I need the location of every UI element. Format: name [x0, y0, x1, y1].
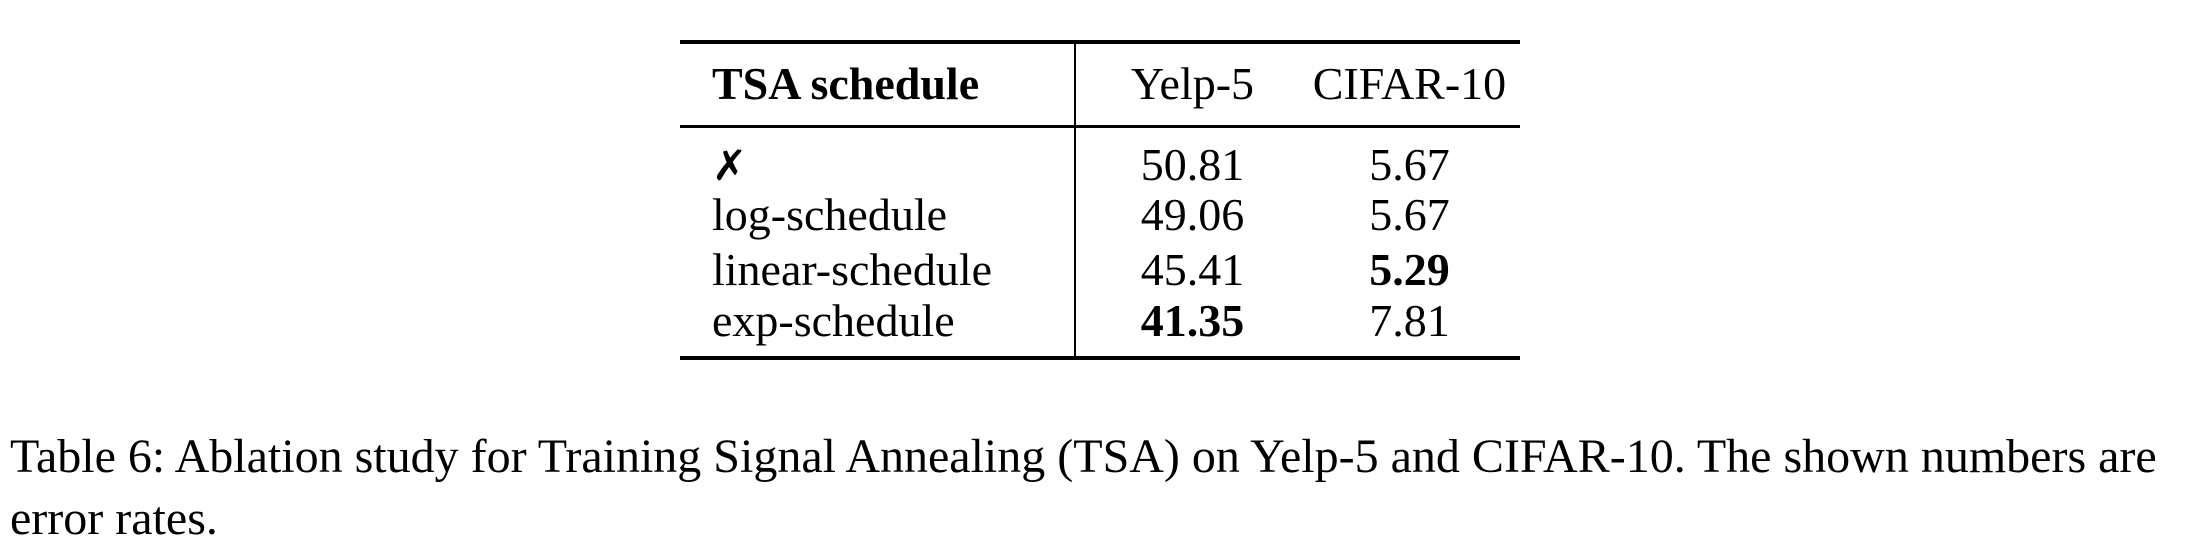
- cross-mark-icon: ✗: [712, 140, 748, 190]
- caption-label: Table 6:: [10, 430, 166, 483]
- table-header-row: TSA schedule Yelp-5 CIFAR-10: [680, 42, 1520, 126]
- cell-cifar10: 7.81: [1369, 294, 1450, 346]
- results-table-container: TSA schedule Yelp-5 CIFAR-10 ✗ 50.81 5.6…: [680, 40, 1520, 360]
- row-label-linear-schedule: linear-schedule: [680, 242, 1076, 298]
- cell-yelp5: 49.06: [1140, 189, 1245, 240]
- cell-yelp5: 50.81: [1140, 138, 1245, 190]
- row-label-log-schedule: log-schedule: [680, 187, 1076, 243]
- ablation-results-table: TSA schedule Yelp-5 CIFAR-10 ✗ 50.81 5.6…: [680, 40, 1520, 360]
- cell-yelp5: 45.41: [1140, 244, 1245, 295]
- cell-cifar10: 5.67: [1369, 189, 1450, 240]
- table-row: ✗ 50.81 5.67: [680, 126, 1520, 188]
- cell-cifar10-best: 5.29: [1369, 244, 1450, 295]
- cell-yelp5-best: 41.35: [1140, 294, 1245, 346]
- table-row: exp-schedule 41.35 7.81: [680, 294, 1520, 358]
- row-label-exp-schedule: exp-schedule: [680, 297, 1076, 358]
- table-row: linear-schedule 45.41 5.29: [680, 242, 1520, 298]
- cell-cifar10: 5.67: [1369, 138, 1450, 190]
- table-row: log-schedule 49.06 5.67: [680, 187, 1520, 243]
- header-yelp5: Yelp-5: [1130, 58, 1255, 110]
- row-label-no-tsa: ✗: [680, 126, 1076, 190]
- header-tsa-schedule: TSA schedule: [680, 42, 1076, 126]
- header-cifar10: CIFAR-10: [1312, 58, 1507, 110]
- caption-text: Ablation study for Training Signal Annea…: [10, 430, 2157, 545]
- table-caption: Table 6: Ablation study for Training Sig…: [10, 426, 2190, 550]
